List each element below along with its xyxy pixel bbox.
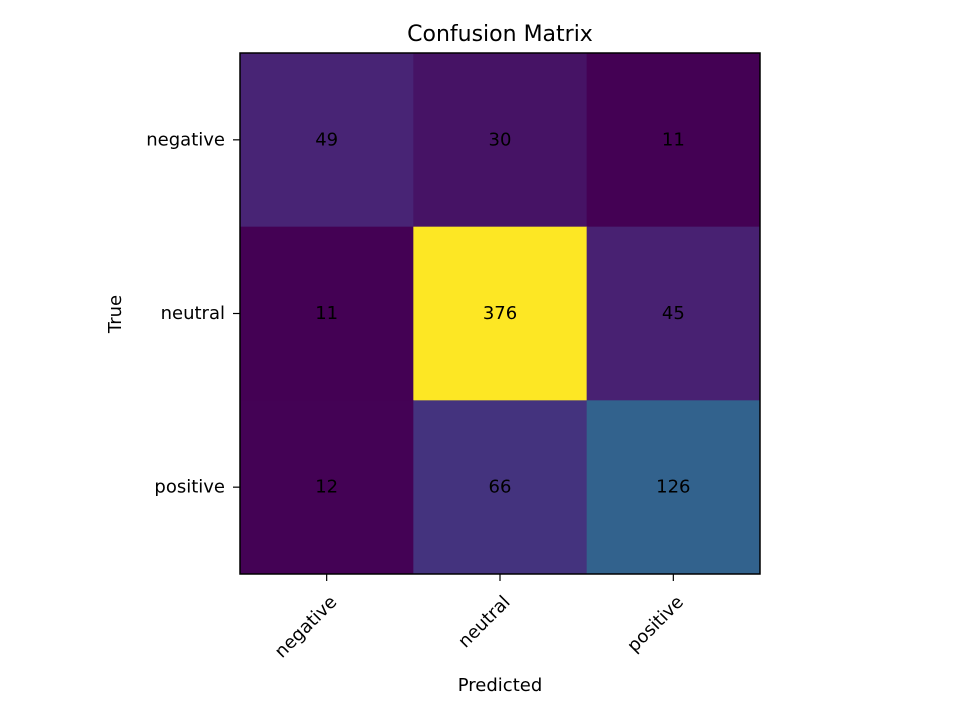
cell-value-label: 376 xyxy=(483,303,517,324)
cell-value-label: 66 xyxy=(489,477,512,498)
cell-value-label: 49 xyxy=(315,129,338,150)
heatmap-cell xyxy=(413,400,588,575)
cell-value-label: 126 xyxy=(656,477,690,498)
y-tick-label: neutral xyxy=(161,303,225,324)
heatmap-cell xyxy=(413,53,588,228)
cell-value-label: 11 xyxy=(662,129,685,150)
x-tick-label: neutral xyxy=(454,592,514,652)
cell-value-label: 12 xyxy=(315,477,338,498)
heatmap-cell xyxy=(586,400,761,575)
heatmap-cell xyxy=(240,226,414,401)
y-tick-label: negative xyxy=(146,129,225,150)
y-axis-label: True xyxy=(105,295,126,334)
heatmap-cell xyxy=(413,226,588,401)
cell-value-label: 30 xyxy=(489,129,512,150)
x-tick-label: positive xyxy=(623,592,688,657)
heatmap-cell xyxy=(586,53,761,228)
x-axis-ticks: negative neutral positive xyxy=(271,574,688,662)
heatmap-cell xyxy=(240,53,414,228)
cell-value-label: 11 xyxy=(315,303,338,324)
x-axis-label: Predicted xyxy=(458,675,543,696)
cell-value-labels: 49 30 11 11 376 45 12 66 126 xyxy=(315,129,690,497)
chart-title: Confusion Matrix xyxy=(407,22,593,47)
heatmap-cell xyxy=(586,226,761,401)
cell-value-label: 45 xyxy=(662,303,685,324)
heatmap-cell xyxy=(240,400,414,575)
x-tick-label: negative xyxy=(271,592,342,663)
heatmap-cells xyxy=(240,53,761,575)
y-tick-label: positive xyxy=(154,477,225,498)
y-axis-ticks: negative neutral positive xyxy=(146,129,240,498)
